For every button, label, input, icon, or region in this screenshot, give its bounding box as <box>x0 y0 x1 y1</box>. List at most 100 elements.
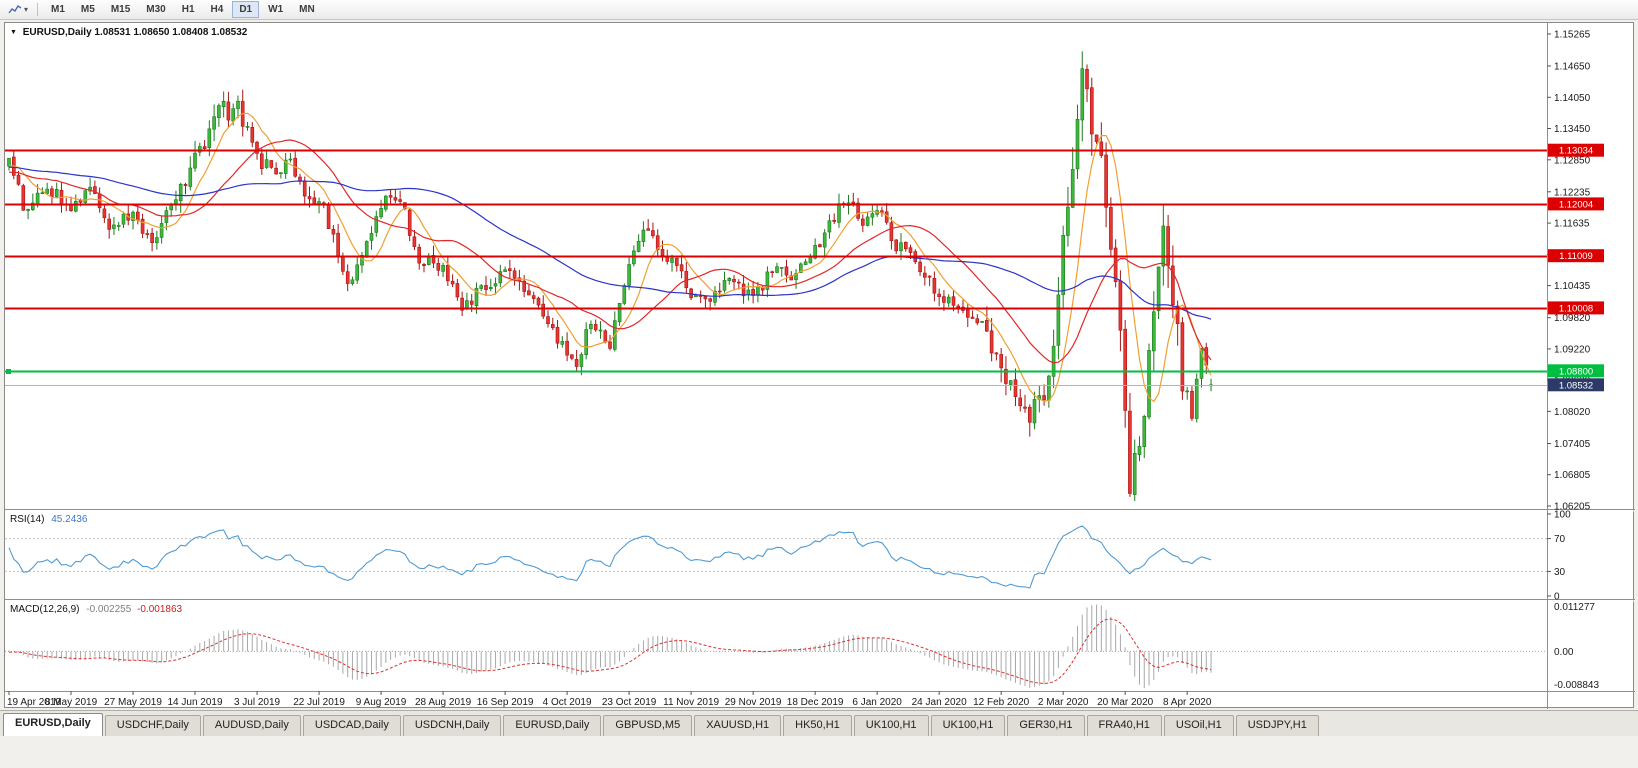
timeframe-button-m5[interactable]: M5 <box>74 1 102 18</box>
price-axis-label: 1.14650 <box>1554 62 1591 73</box>
rsi-line <box>8 525 1212 589</box>
price-axis-label: 1.14050 <box>1554 93 1591 104</box>
chart-tab-7[interactable]: XAUUSD,H1 <box>694 715 782 736</box>
price-tags: 1.13034 1.12004 1.11009 1.10008 1.08800 1.085… <box>1548 143 1604 392</box>
macd-pane[interactable] <box>5 604 1547 689</box>
price-axis-label: 1.09220 <box>1554 344 1591 355</box>
date-label: 18 Dec 2019 <box>787 697 844 708</box>
rsi-axis-label: 100 <box>1554 510 1571 521</box>
svg-text:1.13034: 1.13034 <box>1559 146 1593 157</box>
chart-tab-11[interactable]: GER30,H1 <box>1007 715 1085 736</box>
main-pane[interactable] <box>5 51 1547 501</box>
timeframe-button-h4[interactable]: H4 <box>204 1 231 18</box>
chart-tab-6[interactable]: GBPUSD,M5 <box>603 715 693 736</box>
macd-axis-label: 0.011277 <box>1554 602 1595 613</box>
pane-separators[interactable] <box>5 23 1635 709</box>
price-axis-label: 1.12850 <box>1554 155 1591 166</box>
price-axis-label: 1.06805 <box>1554 470 1591 481</box>
price-tag-1.08800 <box>1548 364 1604 378</box>
timeframe-buttons: M1 M5 M15 M30 H1 H4 D1 W1 MN <box>43 1 323 18</box>
date-label: 20 Mar 2020 <box>1097 697 1154 708</box>
date-label: 22 Jul 2019 <box>293 697 345 708</box>
date-label: 9 Aug 2019 <box>356 697 407 708</box>
date-label: 14 Jun 2019 <box>167 697 222 708</box>
chart-tab-0[interactable]: EURUSD,Daily <box>3 713 103 736</box>
mini-line-chart-icon <box>8 4 22 13</box>
svg-text:1.08800: 1.08800 <box>1559 366 1593 377</box>
chart-symbol-label: EURUSD,Daily <box>22 27 92 38</box>
timeframe-button-m15[interactable]: M15 <box>104 1 137 18</box>
macd-histogram <box>8 604 1212 689</box>
timeframe-button-w1[interactable]: W1 <box>261 1 290 18</box>
date-label: 12 Feb 2020 <box>973 697 1030 708</box>
svg-text:1.12004: 1.12004 <box>1559 199 1593 210</box>
date-label: 8 May 2019 <box>45 697 98 708</box>
price-tag-1.12004 <box>1548 197 1604 211</box>
date-label: 3 Jul 2019 <box>234 697 281 708</box>
chart-canvas[interactable]: 1.15265 1.14650 1.14050 1.13450 1.12850 1.122… <box>5 23 1635 709</box>
macd-axis-label: 0.00 <box>1554 647 1574 658</box>
chart-tab-12[interactable]: FRA40,H1 <box>1086 715 1162 736</box>
chart-type-button[interactable]: ▾ <box>4 3 32 17</box>
date-label: 6 Jan 2020 <box>852 697 902 708</box>
date-label: 29 Nov 2019 <box>725 697 782 708</box>
chart-title: ▼ EURUSD,Daily 1.08531 1.08650 1.08408 1… <box>10 27 247 38</box>
chart-tab-14[interactable]: USDJPY,H1 <box>1235 715 1319 736</box>
svg-text:1.08532: 1.08532 <box>1559 380 1593 391</box>
top-toolbar: ▾ M1 M5 M15 M30 H1 H4 D1 W1 MN <box>0 0 1638 20</box>
rsi-indicator-label: RSI(14) 45.2436 <box>10 514 87 525</box>
chart-tab-8[interactable]: HK50,H1 <box>783 715 852 736</box>
date-label: 2 Mar 2020 <box>1038 697 1089 708</box>
chart-tab-1[interactable]: USDCHF,Daily <box>104 715 201 736</box>
moving-average-8 <box>8 112 1212 403</box>
timeframe-button-m1[interactable]: M1 <box>44 1 72 18</box>
rsi-axis-label: 30 <box>1554 567 1566 578</box>
toolbar-separator <box>37 3 39 16</box>
date-label: 4 Oct 2019 <box>543 697 592 708</box>
svg-text:1.11009: 1.11009 <box>1559 251 1593 262</box>
rsi-axis-label: 70 <box>1554 534 1566 545</box>
chart-tab-2[interactable]: AUDUSD,Daily <box>202 715 301 736</box>
chart-tab-9[interactable]: UK100,H1 <box>853 715 929 736</box>
line-anchor-marker[interactable] <box>6 369 11 374</box>
chart-tab-3[interactable]: USDCAD,Daily <box>302 715 401 736</box>
date-label: 24 Jan 2020 <box>912 697 967 708</box>
price-axis-label: 1.11635 <box>1554 219 1590 230</box>
price-axis-label: 1.12235 <box>1554 187 1591 198</box>
candles-layer <box>7 51 1213 501</box>
moving-average-21 <box>8 139 1212 364</box>
dropdown-arrow-icon: ▾ <box>24 4 29 14</box>
moving-average-55 <box>8 166 1212 320</box>
price-axis-label: 1.07405 <box>1554 439 1591 450</box>
date-label: 8 Apr 2020 <box>1163 697 1212 708</box>
rsi-value: 45.2436 <box>51 514 88 525</box>
timeframe-button-mn[interactable]: MN <box>292 1 322 18</box>
price-axis-label: 1.08020 <box>1554 407 1591 418</box>
chart-tab-10[interactable]: UK100,H1 <box>930 715 1006 736</box>
chart-ohlc-values: 1.08531 1.08650 1.08408 1.08532 <box>94 27 248 38</box>
price-axis-label: 1.13450 <box>1554 124 1591 135</box>
price-axis-label: 1.15265 <box>1554 30 1591 41</box>
price-tag-1.08532 <box>1548 378 1604 392</box>
timeframe-button-h1[interactable]: H1 <box>175 1 202 18</box>
chart-tab-5[interactable]: EURUSD,Daily <box>503 715 602 736</box>
collapse-arrow-icon[interactable]: ▼ <box>10 29 17 36</box>
price-tag-1.13034 <box>1548 143 1604 157</box>
rsi-pane[interactable] <box>5 525 1547 589</box>
rsi-axis-label: 0 <box>1554 592 1560 603</box>
macd-indicator-label: MACD(12,26,9) -0.002255 -0.001863 <box>10 604 182 615</box>
price-axis[interactable]: 1.15265 1.14650 1.14050 1.13450 1.12850 1.122… <box>1547 30 1599 692</box>
date-label: 19 Apr 2019 <box>7 697 61 708</box>
macd-name: MACD(12,26,9) <box>10 604 80 615</box>
chart-window[interactable]: 1.15265 1.14650 1.14050 1.13450 1.12850 1.122… <box>4 22 1635 709</box>
timeframe-button-m30[interactable]: M30 <box>139 1 172 18</box>
chart-tab-4[interactable]: USDCNH,Daily <box>402 715 502 736</box>
bottom-strip <box>0 736 1638 768</box>
macd-signal-line <box>8 618 1212 684</box>
price-axis-label: 1.06205 <box>1554 502 1591 513</box>
date-label: 23 Oct 2019 <box>602 697 657 708</box>
chart-tab-13[interactable]: USOil,H1 <box>1163 715 1234 736</box>
price-axis-label: 1.10435 <box>1554 281 1591 292</box>
timeframe-button-d1[interactable]: D1 <box>232 1 260 18</box>
